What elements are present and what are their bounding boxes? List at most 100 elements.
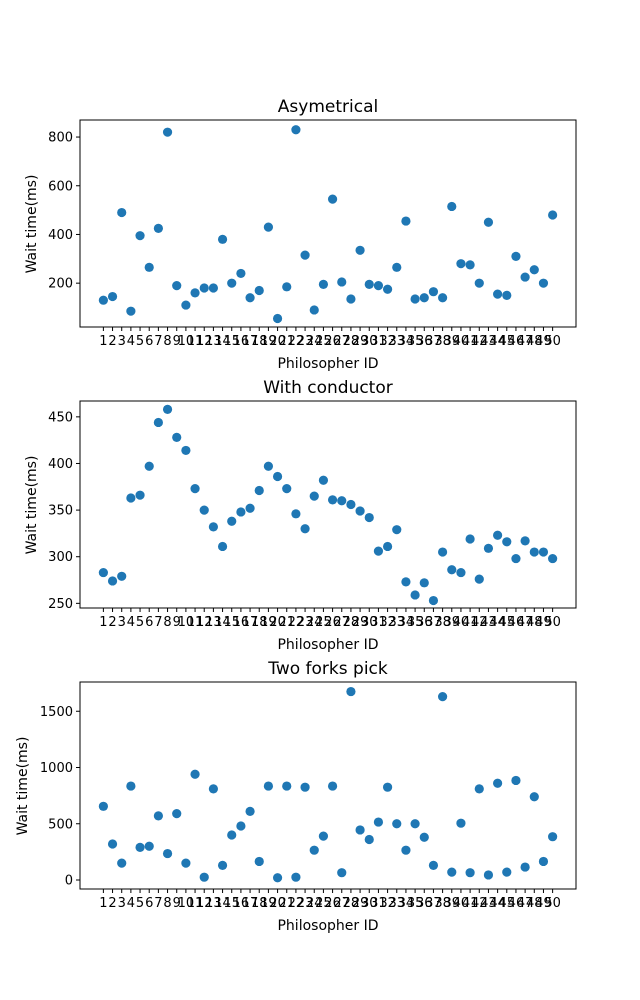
data-point xyxy=(272,471,283,482)
data-point xyxy=(236,821,246,831)
data-point xyxy=(107,291,118,302)
data-point xyxy=(401,845,411,855)
x-axis: 1 2 3 4 5 6 7 8 91011121314151617181920212223242… xyxy=(99,889,561,911)
y-tick-label: 800 xyxy=(48,131,73,146)
x-tick-label: 13 xyxy=(205,334,222,349)
x-tick-label: 27 xyxy=(333,334,350,349)
data-point xyxy=(300,524,310,534)
x-tick-label: 14 xyxy=(214,615,231,630)
x-tick-label: 35 xyxy=(407,615,424,630)
x-tick-label: 2 xyxy=(108,896,116,911)
x-tick-label: 44 xyxy=(489,896,506,911)
data-point xyxy=(474,784,484,794)
data-point xyxy=(337,868,347,878)
x-tick-label: 5 xyxy=(136,334,144,349)
data-point xyxy=(346,294,356,304)
x-tick-label: 47 xyxy=(517,896,534,911)
x-tick-label: 11 xyxy=(187,334,204,349)
x-tick-label: 50 xyxy=(544,615,561,630)
x-tick-label: 3 xyxy=(118,896,126,911)
data-point xyxy=(162,127,173,137)
x-tick-label: 17 xyxy=(242,334,259,349)
x-tick-label: 16 xyxy=(233,615,250,630)
data-point xyxy=(107,839,118,849)
y-axis-label: Wait time(ms) xyxy=(24,456,40,555)
data-point xyxy=(364,834,374,845)
x-axis-label: Philosopher ID xyxy=(277,356,378,372)
data-point xyxy=(236,507,246,517)
data-point xyxy=(291,125,301,135)
x-tick-label: 43 xyxy=(480,615,497,630)
x-tick-label: 16 xyxy=(233,334,250,349)
data-point xyxy=(438,293,448,303)
data-point xyxy=(502,867,512,877)
x-tick-label: 46 xyxy=(508,334,525,349)
data-point xyxy=(300,782,310,792)
y-tick-label: 600 xyxy=(48,179,73,194)
data-points xyxy=(98,404,558,606)
x-tick-label: 35 xyxy=(407,334,424,349)
x-tick-label: 7 xyxy=(154,615,162,630)
x-tick-label: 29 xyxy=(352,334,369,349)
x-tick-label: 10 xyxy=(178,896,195,911)
x-tick-label: 38 xyxy=(434,615,451,630)
x-tick-label: 7 xyxy=(154,896,162,911)
data-point xyxy=(392,262,402,272)
x-tick-label: 12 xyxy=(196,615,213,630)
data-point xyxy=(382,541,393,552)
data-point xyxy=(282,781,292,791)
x-tick-label: 45 xyxy=(499,615,516,630)
x-tick-label: 28 xyxy=(343,615,360,630)
data-point xyxy=(309,845,319,855)
y-axis-label: Wait time(ms) xyxy=(15,737,31,836)
x-tick-label: 39 xyxy=(443,896,460,911)
data-point xyxy=(162,848,173,859)
data-point xyxy=(447,201,457,212)
x-tick-label: 20 xyxy=(269,896,286,911)
x-tick-label: 1 xyxy=(99,334,107,349)
x-tick-label: 44 xyxy=(489,334,506,349)
x-tick-label: 34 xyxy=(398,615,415,630)
data-point xyxy=(382,782,393,792)
y-axis: 200 400 600 800 xyxy=(48,131,80,292)
data-point xyxy=(227,516,237,526)
x-tick-label: 22 xyxy=(288,615,305,630)
data-point xyxy=(254,285,264,296)
data-point xyxy=(181,300,191,310)
data-point xyxy=(117,571,127,581)
data-point xyxy=(337,496,347,506)
data-point xyxy=(199,505,209,515)
data-point xyxy=(520,536,530,546)
data-point xyxy=(373,281,384,291)
data-point xyxy=(337,277,347,287)
x-tick-label: 5 xyxy=(136,896,144,911)
x-tick-label: 49 xyxy=(535,334,552,349)
data-point xyxy=(502,537,512,547)
data-point xyxy=(263,461,274,471)
data-point xyxy=(126,781,136,791)
x-tick-label: 30 xyxy=(361,896,378,911)
x-tick-label: 36 xyxy=(416,896,433,911)
data-point xyxy=(327,495,338,505)
x-tick-label: 50 xyxy=(544,896,561,911)
data-point xyxy=(217,234,228,244)
data-point xyxy=(309,491,319,501)
data-point xyxy=(511,251,521,261)
x-axis: 1 2 3 4 5 6 7 8 91011121314151617181920212223242… xyxy=(99,608,561,630)
x-tick-label: 22 xyxy=(288,896,305,911)
x-tick-label: 46 xyxy=(508,615,525,630)
x-tick-label: 25 xyxy=(315,334,332,349)
x-tick-label: 10 xyxy=(178,615,195,630)
data-point xyxy=(529,792,539,802)
x-axis-label: Philosopher ID xyxy=(277,918,378,934)
data-point xyxy=(538,856,549,867)
x-tick-label: 31 xyxy=(370,896,387,911)
data-point xyxy=(529,265,539,275)
x-tick-label: 40 xyxy=(453,896,470,911)
data-point xyxy=(428,595,439,606)
data-point xyxy=(529,547,539,557)
x-tick-label: 42 xyxy=(471,615,488,630)
